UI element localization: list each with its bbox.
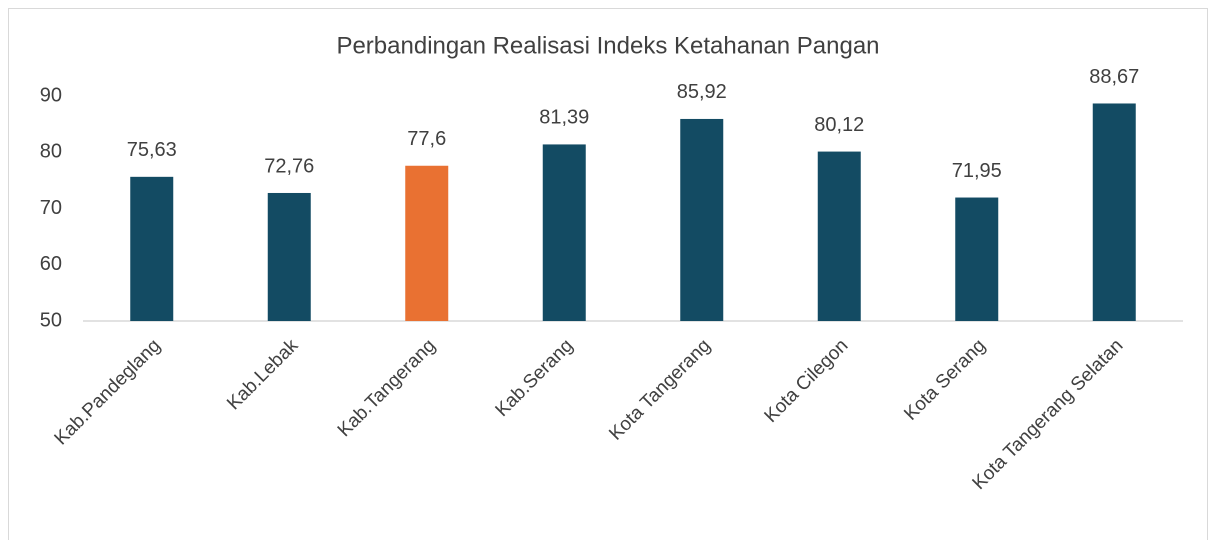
x-tick-label: Kota Cilegon: [761, 335, 853, 427]
bar: [130, 176, 174, 321]
x-tick-label: Kota Tangerang: [605, 335, 714, 444]
y-tick-label: 90: [40, 84, 62, 106]
data-label: 72,76: [264, 155, 314, 177]
bar: [542, 144, 586, 321]
y-tick-label: 50: [40, 309, 62, 331]
bar: [1092, 103, 1136, 321]
bar: [817, 151, 861, 321]
y-tick-label: 70: [40, 197, 62, 219]
bar: [680, 118, 724, 321]
x-tick-label: Kab.Serang: [492, 335, 578, 421]
data-label: 75,63: [127, 139, 177, 161]
data-label: 81,39: [539, 107, 589, 129]
bar: [267, 192, 311, 321]
x-tick-label: Kab.Tangerang: [334, 335, 440, 441]
y-tick-label: 60: [40, 253, 62, 275]
chart-frame: [8, 8, 1208, 545]
bar: [405, 165, 449, 321]
x-tick-label: Kota Tangerang Selatan: [969, 335, 1128, 494]
data-label: 71,95: [952, 160, 1002, 182]
bar: [955, 197, 999, 321]
data-label: 80,12: [814, 114, 864, 136]
x-tick-label: Kab.Lebak: [223, 335, 302, 414]
x-tick-label: Kota Serang: [900, 335, 990, 425]
data-label: 77,6: [407, 128, 446, 150]
chart-title: Perbandingan Realisasi Indeks Ketahanan …: [336, 32, 879, 59]
data-label: 85,92: [677, 81, 727, 103]
y-tick-label: 80: [40, 141, 62, 163]
x-tick-label: Kab.Pandeglang: [51, 335, 165, 449]
data-label: 88,67: [1089, 66, 1139, 88]
